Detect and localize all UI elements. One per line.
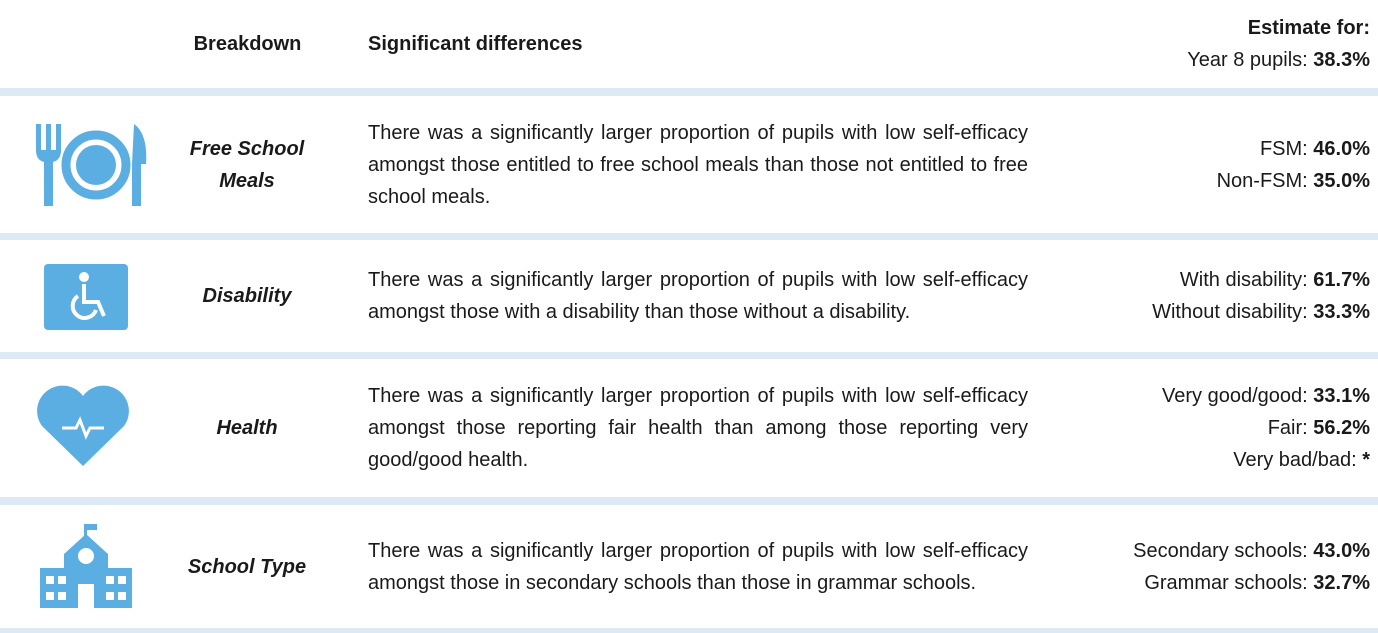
overall-estimate: Year 8 pupils: 38.3% <box>970 44 1370 76</box>
estimate-value: 43.0% <box>1313 539 1370 562</box>
description: There was a significantly larger proport… <box>368 539 1028 594</box>
header-differences: Significant differences <box>368 33 583 55</box>
row-separator <box>0 233 1378 240</box>
breakdown: Health <box>216 417 278 439</box>
overall-label: Year 8 pupils: <box>1187 49 1308 71</box>
estimate-label: Fair: <box>1267 417 1308 439</box>
row-separator <box>0 628 1378 633</box>
header-estimate: Estimate for: Year 8 pupils: 38.3% <box>970 0 1370 88</box>
description: There was a significantly larger proport… <box>368 269 1028 323</box>
estimates: Secondary schools: 43.0% Grammar schools:… <box>970 505 1370 628</box>
overall-value: 38.3% <box>1313 49 1370 71</box>
estimate: Very good/good: 33.1% <box>970 380 1370 412</box>
estimates: Very good/good: 33.1% Fair: 56.2% Very bad… <box>970 359 1370 497</box>
breakdown: Disability <box>202 285 292 307</box>
estimate: Grammar schools: 32.7% <box>970 567 1370 599</box>
meal-icon <box>36 124 147 206</box>
estimate-label: Secondary schools: <box>1133 539 1308 562</box>
row-separator <box>0 88 1378 96</box>
breakdown: Free School Meals <box>189 137 305 192</box>
estimate-value: * <box>1362 449 1370 471</box>
estimate-label: Grammar schools: <box>1144 571 1308 594</box>
estimate-value: 61.7% <box>1313 269 1370 291</box>
estimate-label: Very good/good: <box>1162 385 1308 407</box>
estimate-value: 33.1% <box>1313 385 1370 407</box>
estimates: With disability: 61.7% Without disability… <box>970 240 1370 352</box>
estimate: Fair: 56.2% <box>970 412 1370 444</box>
estimate: Secondary schools: 43.0% <box>970 535 1370 567</box>
estimate-label: Non-FSM: <box>1216 169 1308 192</box>
estimate-title: Estimate for: <box>1247 17 1370 39</box>
header-breakdown: Breakdown <box>193 33 302 55</box>
estimate-label: Very bad/bad: <box>1233 449 1357 471</box>
estimate: FSM: 46.0% <box>970 133 1370 165</box>
row-separator <box>0 497 1378 505</box>
health-icon <box>37 385 129 466</box>
estimate: Without disability: 33.3% <box>970 296 1370 328</box>
estimate-value: 32.7% <box>1313 571 1370 594</box>
description: There was a significantly larger proport… <box>368 121 1028 208</box>
estimate-label: With disability: <box>1179 269 1308 291</box>
estimate-label: Without disability: <box>1152 301 1308 323</box>
estimate-value: 56.2% <box>1313 417 1370 439</box>
estimate-label: FSM: <box>1259 137 1308 160</box>
estimate-value: 35.0% <box>1313 169 1370 192</box>
estimate: Very bad/bad: * <box>970 444 1370 476</box>
school-icon <box>40 524 132 608</box>
estimate-value: 46.0% <box>1313 137 1370 160</box>
row-separator <box>0 352 1378 359</box>
estimate-value: 33.3% <box>1313 301 1370 323</box>
estimate: With disability: 61.7% <box>970 264 1370 296</box>
breakdown: School Type <box>187 555 307 578</box>
disability-icon <box>44 264 128 330</box>
description: There was a significantly larger proport… <box>368 385 1028 471</box>
estimate: Non-FSM: 35.0% <box>970 165 1370 197</box>
estimates: FSM: 46.0% Non-FSM: 35.0% <box>970 96 1370 233</box>
